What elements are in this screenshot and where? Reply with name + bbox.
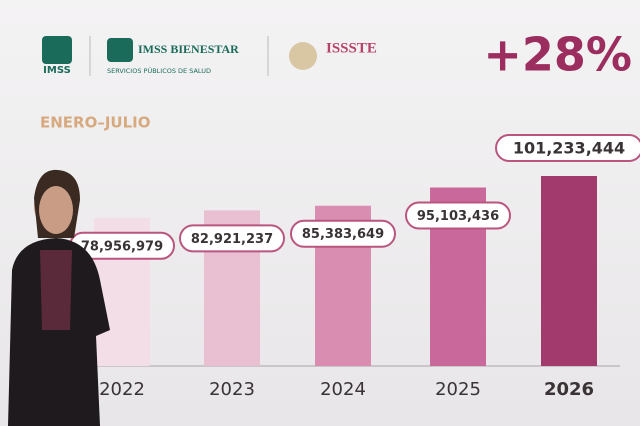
value-pill xyxy=(179,224,285,253)
value-pill xyxy=(405,201,511,230)
x-tick-label: 2022 xyxy=(99,379,145,400)
x-tick-label: 2026 xyxy=(544,379,594,400)
value-label: 95,103,436 xyxy=(417,209,499,224)
value-pill xyxy=(290,219,396,248)
value-label: 82,921,237 xyxy=(191,232,273,247)
logo-text: IMSS xyxy=(43,65,71,76)
headline: +28% xyxy=(483,28,632,82)
value-label: 101,233,444 xyxy=(513,139,625,158)
speaker-body xyxy=(8,238,110,426)
logo-text: ISSSTE xyxy=(326,40,377,56)
x-tick-label: 2024 xyxy=(320,379,366,400)
subtitle: ENERO–JULIO xyxy=(40,114,151,132)
value-label: 78,956,979 xyxy=(81,239,163,254)
bar xyxy=(541,176,597,366)
imss-icon xyxy=(42,36,72,64)
speaker-face xyxy=(39,186,73,234)
issste-icon xyxy=(289,42,317,70)
speaker xyxy=(8,169,110,426)
value-pill xyxy=(495,134,640,162)
bienestar-icon xyxy=(107,38,133,62)
x-tick-label: 2023 xyxy=(209,379,255,400)
value-label: 85,383,649 xyxy=(302,227,384,242)
x-tick-label: 2025 xyxy=(435,379,481,400)
logo-text: SERVICIOS PÚBLICOS DE SALUD xyxy=(107,66,211,75)
logo-text: IMSS BIENESTAR xyxy=(138,42,239,56)
bars: 78,956,979 2022 82,921,237 2023 85,383,649 20… xyxy=(69,134,640,400)
speaker-dress xyxy=(40,250,72,330)
